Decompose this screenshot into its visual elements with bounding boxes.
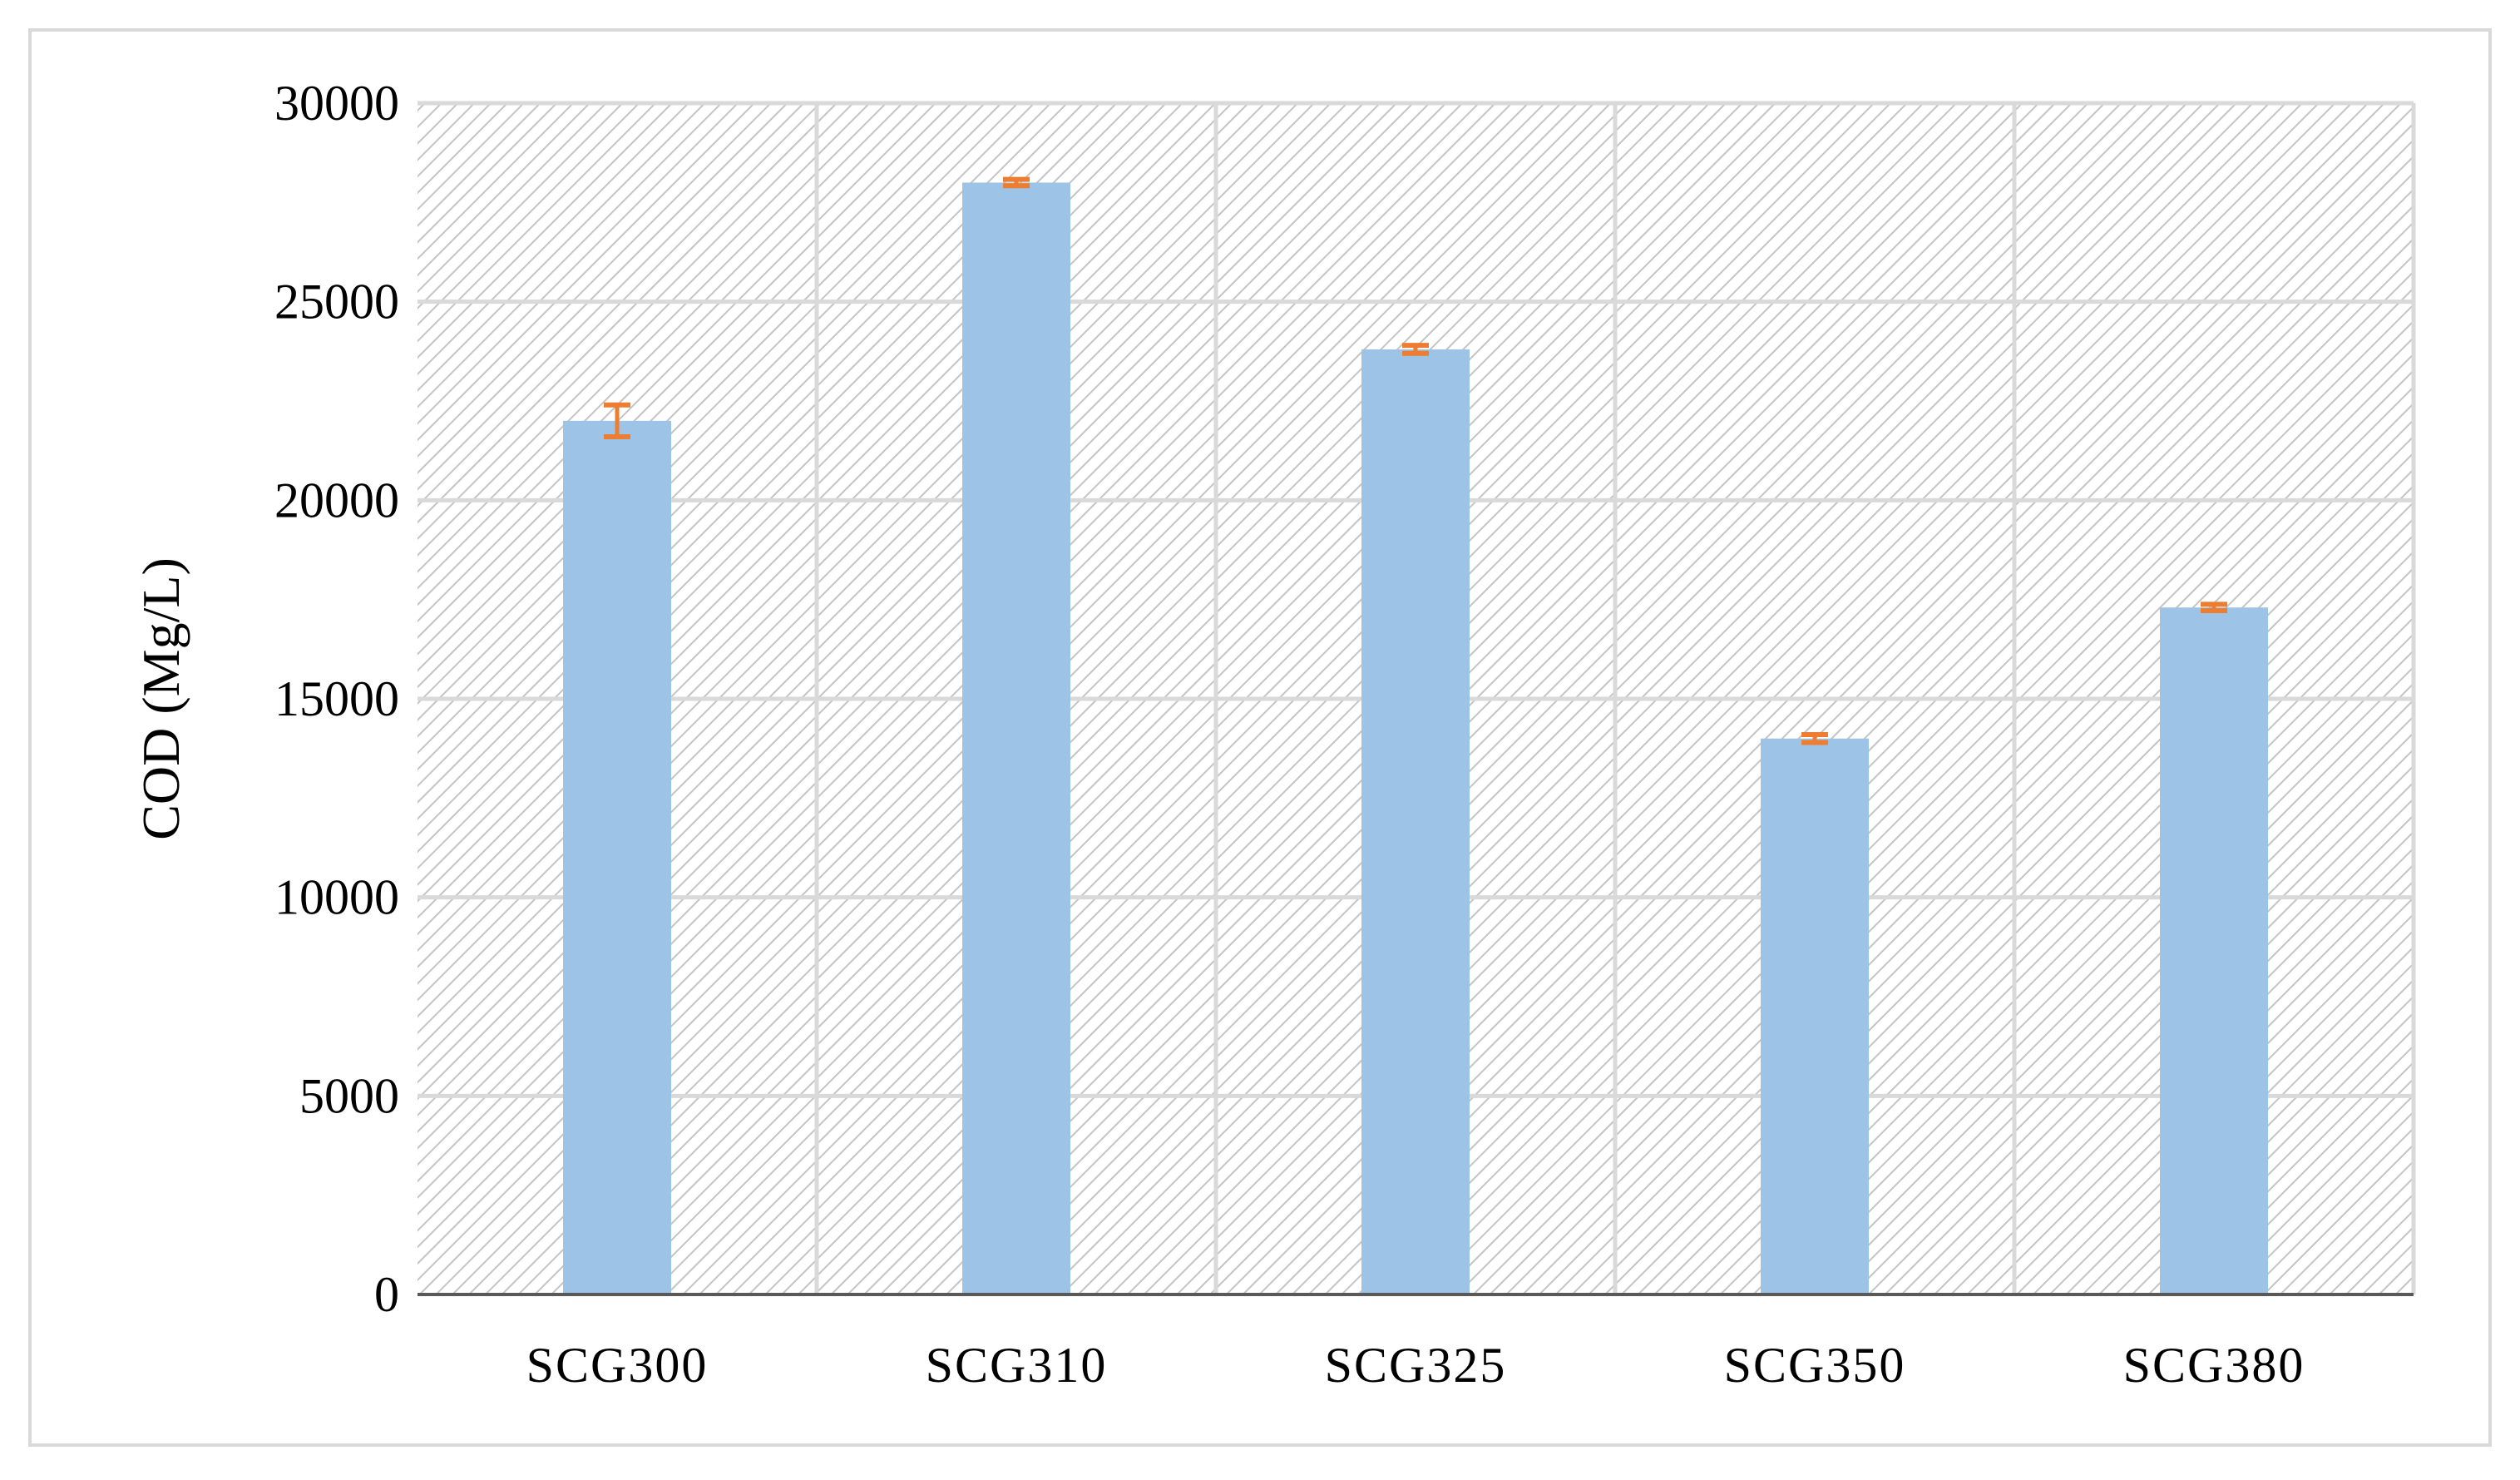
x-tick-label: SCG310 <box>926 1338 1108 1393</box>
y-tick-label: 5000 <box>299 1068 399 1123</box>
y-axis-title: COD (Mg/L) <box>131 557 190 840</box>
x-tick-label: SCG350 <box>1724 1338 1906 1393</box>
y-tick-label: 15000 <box>274 671 399 726</box>
x-tick-label: SCG325 <box>1325 1338 1507 1393</box>
error-bars <box>604 176 2227 745</box>
bar-scg310 <box>962 182 1070 1294</box>
y-tick-labels: 0 5000 10000 15000 20000 25000 30000 <box>274 76 399 1322</box>
bar-scg350 <box>1761 738 1869 1294</box>
bar-scg300 <box>563 420 671 1294</box>
x-tick-label: SCG380 <box>2123 1338 2305 1393</box>
x-tick-labels: SCG300 SCG310 SCG325 SCG350 SCG380 <box>526 1338 2305 1393</box>
y-tick-label: 10000 <box>274 870 399 925</box>
y-tick-label: 25000 <box>274 275 399 329</box>
x-tick-label: SCG300 <box>526 1338 709 1393</box>
y-tick-label: 20000 <box>274 473 399 527</box>
bars <box>563 182 2268 1294</box>
y-tick-label: 0 <box>374 1267 399 1322</box>
y-tick-label: 30000 <box>274 76 399 131</box>
bar-scg380 <box>2160 607 2268 1294</box>
bar-scg325 <box>1361 349 1470 1294</box>
